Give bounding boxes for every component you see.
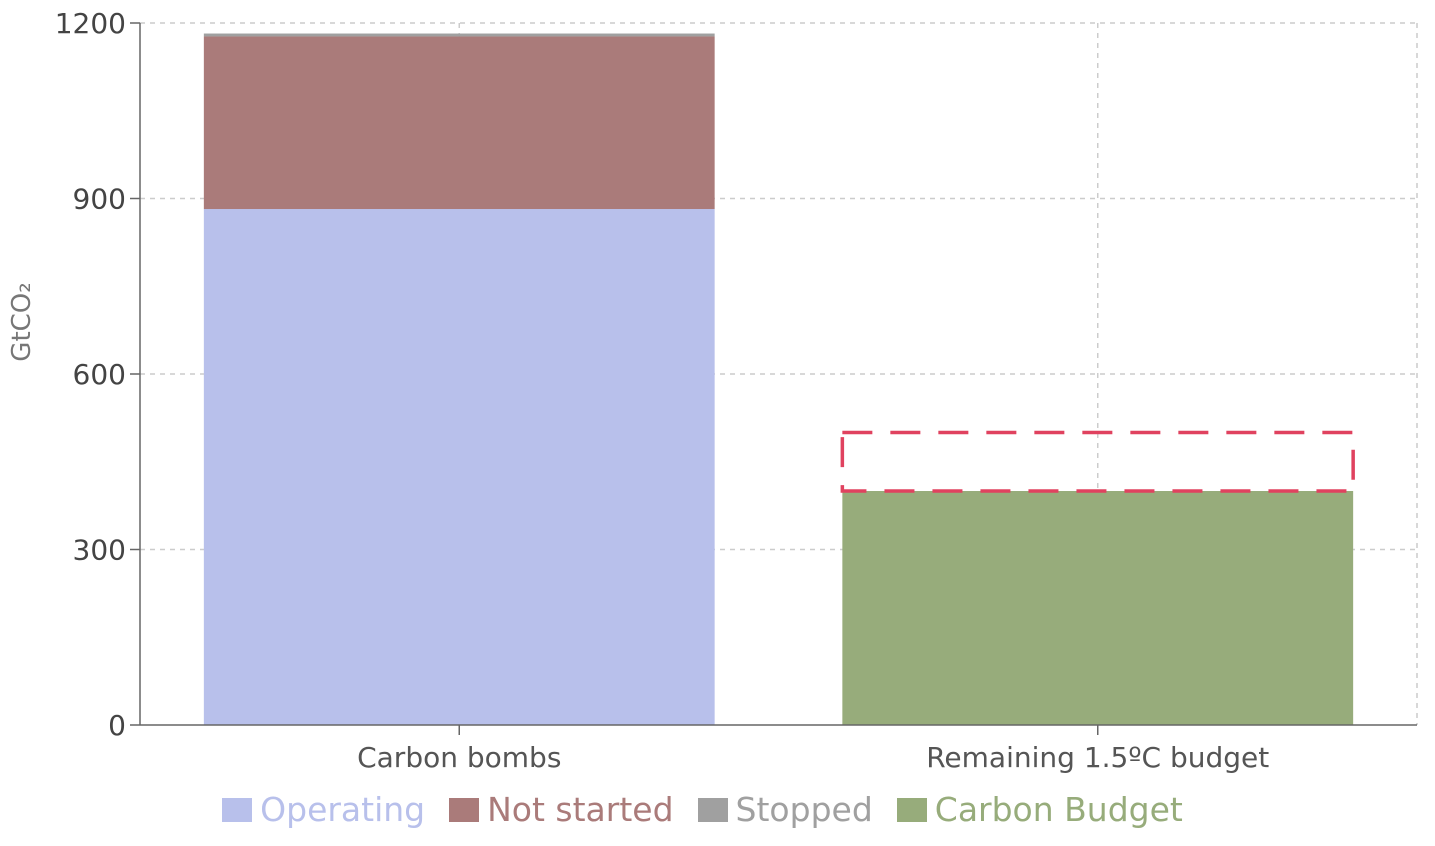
- bar-stopped-0: [203, 33, 715, 37]
- x-category-label: Carbon bombs: [357, 741, 561, 774]
- legend-label: Operating: [260, 790, 426, 829]
- chart: 0 300 600 900 1200 Carbon bombs Remaining 1.5…: [7, 7, 1418, 774]
- bar-not-started-0: [203, 36, 715, 210]
- y-tick-label: 0: [108, 709, 126, 742]
- y-tick-label: 300: [73, 534, 126, 567]
- legend-swatch: [697, 797, 728, 822]
- y-tick-label: 900: [73, 183, 126, 216]
- legend-label: Stopped: [735, 790, 873, 829]
- bar-carbon-budget-1: [842, 491, 1354, 725]
- y-tick-labels: 0 300 600 900 1200: [55, 7, 126, 742]
- legend-label: Carbon Budget: [934, 790, 1183, 829]
- legend-swatch: [896, 797, 927, 822]
- legend-item: Not started: [449, 790, 674, 829]
- x-category-label: Remaining 1.5ºC budget: [926, 741, 1269, 774]
- bar-operating-0: [203, 209, 715, 725]
- y-tick-label: 600: [73, 358, 126, 391]
- legend-item: Operating: [222, 790, 425, 829]
- legend-label: Not started: [487, 790, 674, 829]
- legend-item: Carbon Budget: [896, 790, 1183, 829]
- legend-swatch: [222, 797, 253, 822]
- y-axis-title: GtCO₂: [7, 282, 37, 361]
- legend-swatch: [449, 797, 480, 822]
- legend: Operating Not started Stopped Carbon Budget: [0, 790, 1405, 829]
- legend-item: Stopped: [697, 790, 873, 829]
- x-category-labels: Carbon bombs Remaining 1.5ºC budget: [357, 741, 1269, 774]
- axes: [130, 22, 1417, 735]
- annotation: [840, 430, 1355, 493]
- budget-overshoot-outline: [840, 430, 1355, 493]
- bars: [203, 33, 1354, 725]
- y-tick-label: 1200: [55, 7, 126, 40]
